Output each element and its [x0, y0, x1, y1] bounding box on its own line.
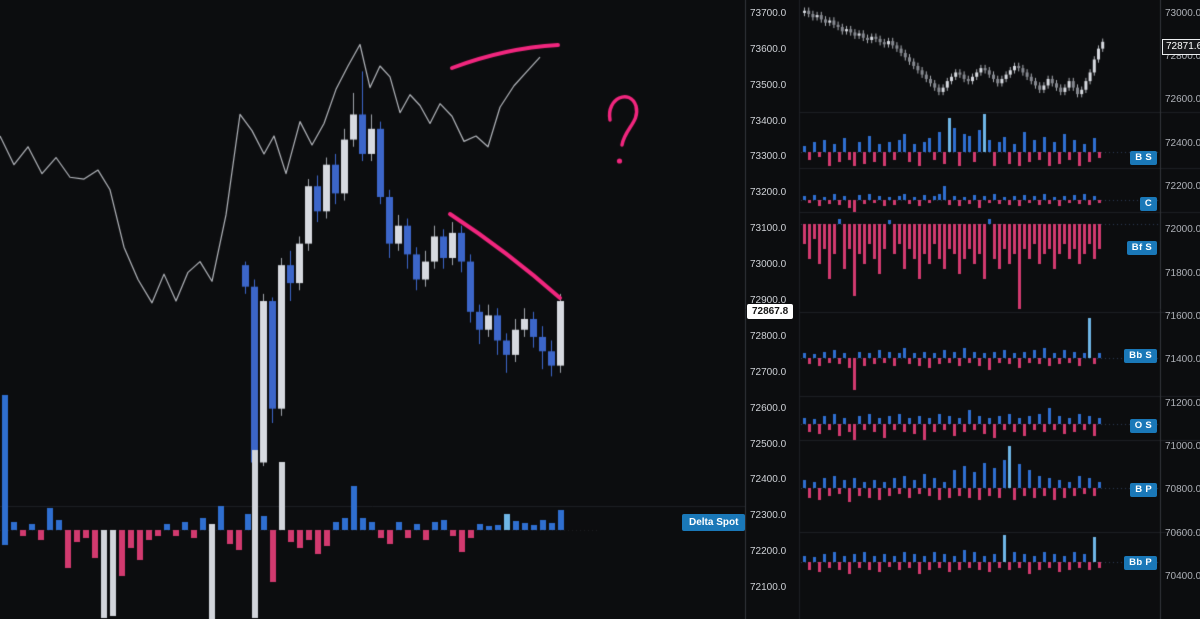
- left-price-label: 72900.0: [750, 295, 787, 306]
- pane-label-badge-bf-s[interactable]: Bf S: [1126, 241, 1157, 255]
- right-price-label: 71800.0: [1165, 268, 1200, 279]
- right-price-label: 72800.0: [1165, 51, 1200, 62]
- left-price-label: 72200.0: [750, 546, 787, 557]
- left-price-label: 73000.0: [750, 259, 787, 270]
- left-price-label: 73300.0: [750, 151, 787, 162]
- left-price-label: 73100.0: [750, 223, 787, 234]
- right-price-axis[interactable]: 73000.0 72800.0 72600.0 72400.0 72200.0 72000…: [1161, 0, 1200, 619]
- left-price-label: 73600.0: [750, 44, 787, 55]
- pane-label-badge-b-p[interactable]: B P: [1130, 483, 1157, 497]
- pane-label-badge-b-s[interactable]: B S: [1130, 151, 1157, 165]
- pane-label-badge-c[interactable]: C: [1139, 197, 1157, 211]
- pane-label-badge-bb-p[interactable]: Bb P: [1124, 556, 1157, 570]
- right-price-label: 73000.0: [1165, 8, 1200, 19]
- right-price-label: 70600.0: [1165, 528, 1200, 539]
- right-price-label: 71000.0: [1165, 441, 1200, 452]
- pane-label-badge-o-s[interactable]: O S: [1129, 419, 1157, 433]
- delta-spot-label-badge[interactable]: Delta Spot: [682, 514, 746, 531]
- left-price-label: 72400.0: [750, 474, 787, 485]
- left-price-label: 72600.0: [750, 403, 787, 414]
- last-price-tag-right: 72871.6: [1162, 39, 1200, 55]
- right-price-label: 70400.0: [1165, 571, 1200, 582]
- left-price-label: 72700.0: [750, 367, 787, 378]
- right-price-label: 71600.0: [1165, 311, 1200, 322]
- right-price-label: 71400.0: [1165, 354, 1200, 365]
- left-price-label: 73400.0: [750, 116, 787, 127]
- left-price-label: 73700.0: [750, 8, 787, 19]
- right-price-label: 70800.0: [1165, 484, 1200, 495]
- last-price-tag-left: 72867.8: [747, 304, 794, 319]
- right-price-label: 72600.0: [1165, 94, 1200, 105]
- left-price-label: 72100.0: [750, 582, 787, 593]
- right-price-label: 72000.0: [1165, 224, 1200, 235]
- left-price-label: 72800.0: [750, 331, 787, 342]
- pane-label-badge-bb-s[interactable]: Bb S: [1124, 349, 1157, 363]
- left-price-label: 72300.0: [750, 510, 787, 521]
- left-price-label: 73500.0: [750, 80, 787, 91]
- left-price-axis[interactable]: 73700.0 73600.0 73500.0 73400.0 73300.0 73200…: [746, 0, 800, 619]
- right-price-label: 71200.0: [1165, 398, 1200, 409]
- right-price-label: 72200.0: [1165, 181, 1200, 192]
- right-price-label: 72400.0: [1165, 138, 1200, 149]
- left-price-label: 72500.0: [750, 439, 787, 450]
- left-price-label: 73200.0: [750, 187, 787, 198]
